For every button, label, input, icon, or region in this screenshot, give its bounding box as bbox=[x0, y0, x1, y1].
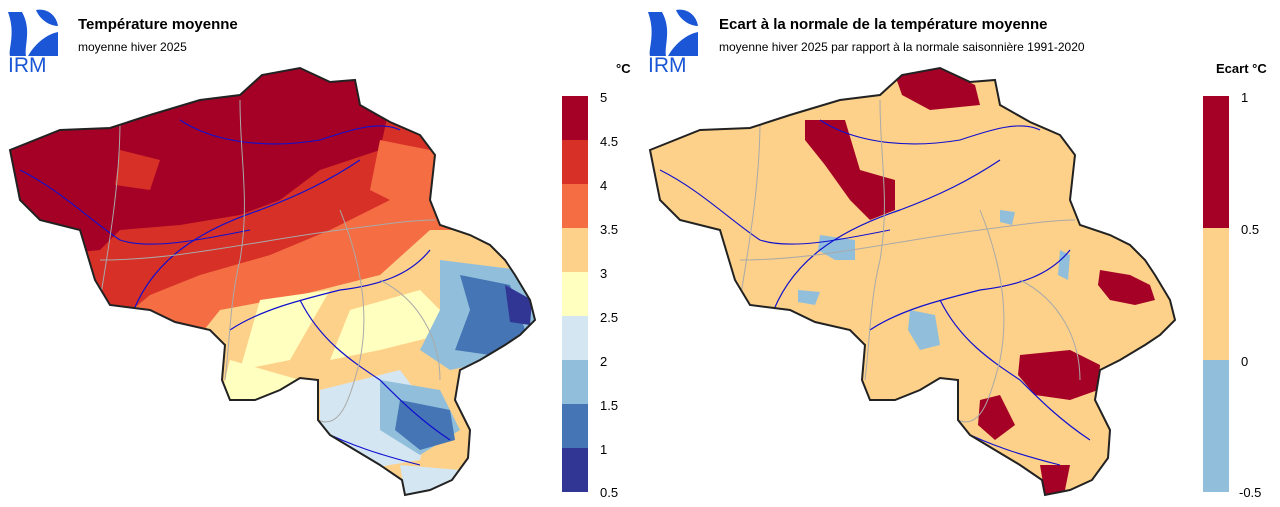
map-subtitle: moyenne hiver 2025 par rapport à la norm… bbox=[719, 40, 1085, 54]
legend-tick: 1.5 bbox=[600, 398, 619, 413]
legend-tick: 1 bbox=[1241, 90, 1249, 105]
legend-tick: 5 bbox=[600, 90, 608, 105]
legend-swatch bbox=[562, 228, 588, 272]
legend-swatch bbox=[1203, 96, 1229, 228]
legend-swatch bbox=[1203, 360, 1229, 492]
legend-tick: 4.5 bbox=[600, 134, 619, 149]
legend-swatch bbox=[562, 360, 588, 404]
legend-tick: 0.5 bbox=[1241, 222, 1260, 237]
legend-tick: -0.5 bbox=[1239, 485, 1262, 500]
legend-tick: 0.5 bbox=[600, 485, 619, 500]
legend-swatch bbox=[562, 184, 588, 228]
legend-swatch bbox=[562, 140, 588, 184]
svg-text:IRM: IRM bbox=[8, 54, 47, 74]
legend-unit: °C bbox=[616, 61, 631, 76]
temperature-legend bbox=[562, 96, 588, 492]
legend-tick: 3 bbox=[600, 266, 608, 281]
legend-tick: 2 bbox=[600, 354, 608, 369]
temperature-anomaly-panel: IRM Ecart à la normale de la température… bbox=[640, 0, 1280, 507]
legend-tick: 4 bbox=[600, 178, 608, 193]
legend-swatch bbox=[562, 448, 588, 492]
map-title: Température moyenne bbox=[78, 16, 238, 33]
legend-tick: 2.5 bbox=[600, 310, 619, 325]
mean-temperature-panel: IRM Température moyenne moyenne hiver 20… bbox=[8, 9, 631, 500]
anomaly-legend bbox=[1203, 96, 1229, 492]
map-subtitle: moyenne hiver 2025 bbox=[78, 40, 187, 54]
legend-tick: 1 bbox=[600, 442, 608, 457]
legend-swatch bbox=[562, 96, 588, 140]
legend-swatch bbox=[1203, 228, 1229, 360]
legend-tick: 0 bbox=[1241, 354, 1249, 369]
irm-logo: IRM bbox=[8, 9, 58, 74]
svg-text:IRM: IRM bbox=[648, 54, 687, 74]
irm-logo: IRM bbox=[648, 9, 698, 74]
temperature-map bbox=[9, 67, 536, 496]
anomaly-map bbox=[649, 67, 1176, 496]
legend-swatch bbox=[562, 404, 588, 448]
legend-tick: 3.5 bbox=[600, 222, 619, 237]
map-title: Ecart à la normale de la température moy… bbox=[719, 16, 1048, 33]
legend-swatch bbox=[562, 316, 588, 360]
legend-unit: Ecart °C bbox=[1216, 61, 1267, 76]
legend-swatch bbox=[562, 272, 588, 316]
